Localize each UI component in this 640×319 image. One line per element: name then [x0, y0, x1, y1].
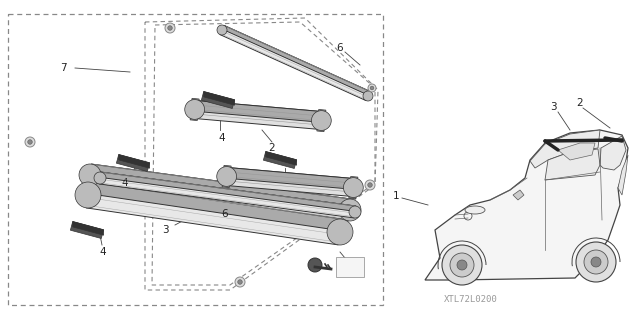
Circle shape	[25, 137, 35, 147]
Polygon shape	[558, 143, 595, 160]
Polygon shape	[600, 136, 626, 170]
Polygon shape	[513, 190, 524, 200]
Circle shape	[457, 260, 467, 270]
Polygon shape	[230, 168, 351, 196]
Polygon shape	[92, 164, 351, 209]
Circle shape	[312, 111, 332, 130]
Circle shape	[442, 245, 482, 285]
Circle shape	[217, 167, 237, 186]
Circle shape	[368, 84, 376, 92]
Text: 7: 7	[60, 63, 67, 73]
Circle shape	[584, 250, 608, 274]
Circle shape	[165, 23, 175, 33]
Polygon shape	[204, 92, 235, 105]
Polygon shape	[317, 109, 326, 132]
Text: 5: 5	[345, 258, 351, 268]
Circle shape	[217, 25, 227, 35]
Polygon shape	[86, 182, 342, 245]
Circle shape	[79, 164, 101, 186]
Polygon shape	[545, 149, 600, 180]
Circle shape	[591, 257, 601, 267]
Circle shape	[327, 219, 353, 245]
Circle shape	[363, 91, 373, 101]
Circle shape	[308, 258, 322, 272]
Text: 2: 2	[269, 143, 275, 153]
Polygon shape	[618, 155, 628, 195]
Text: 3: 3	[162, 225, 168, 235]
Circle shape	[94, 172, 106, 184]
Polygon shape	[231, 168, 351, 189]
Text: 4: 4	[100, 247, 106, 257]
Polygon shape	[99, 172, 356, 218]
Circle shape	[185, 100, 205, 119]
Text: 6: 6	[221, 209, 228, 219]
Circle shape	[576, 242, 616, 282]
Circle shape	[28, 140, 32, 144]
Circle shape	[450, 253, 474, 277]
Circle shape	[235, 277, 245, 287]
Text: 6: 6	[337, 43, 343, 53]
Polygon shape	[264, 152, 296, 168]
Bar	[8, 14, 383, 305]
Text: 4: 4	[284, 177, 291, 187]
Polygon shape	[222, 165, 231, 188]
Polygon shape	[202, 92, 235, 108]
Circle shape	[339, 199, 361, 221]
Polygon shape	[425, 130, 628, 280]
Polygon shape	[118, 154, 150, 168]
Circle shape	[344, 178, 364, 197]
Polygon shape	[90, 182, 342, 231]
Polygon shape	[100, 172, 356, 211]
Polygon shape	[199, 101, 319, 122]
Polygon shape	[266, 152, 296, 165]
Polygon shape	[530, 130, 600, 168]
Polygon shape	[190, 98, 199, 121]
Circle shape	[365, 180, 375, 190]
Circle shape	[370, 86, 374, 90]
Circle shape	[368, 183, 372, 187]
Polygon shape	[73, 221, 104, 235]
Polygon shape	[220, 26, 370, 100]
Polygon shape	[70, 221, 104, 239]
Text: 4: 4	[122, 178, 128, 188]
Polygon shape	[116, 154, 150, 172]
Circle shape	[168, 26, 172, 30]
Text: 3: 3	[550, 102, 556, 112]
Circle shape	[237, 280, 243, 284]
Polygon shape	[88, 164, 351, 221]
Polygon shape	[198, 101, 319, 129]
Text: 2: 2	[577, 98, 583, 108]
Circle shape	[75, 182, 101, 208]
Polygon shape	[349, 176, 358, 199]
Ellipse shape	[465, 206, 485, 214]
Bar	[336, 257, 364, 277]
Circle shape	[349, 206, 361, 218]
Text: 4: 4	[219, 133, 225, 143]
Polygon shape	[224, 26, 370, 96]
Text: XTL72L0200: XTL72L0200	[444, 295, 497, 304]
Text: 1: 1	[393, 191, 399, 201]
